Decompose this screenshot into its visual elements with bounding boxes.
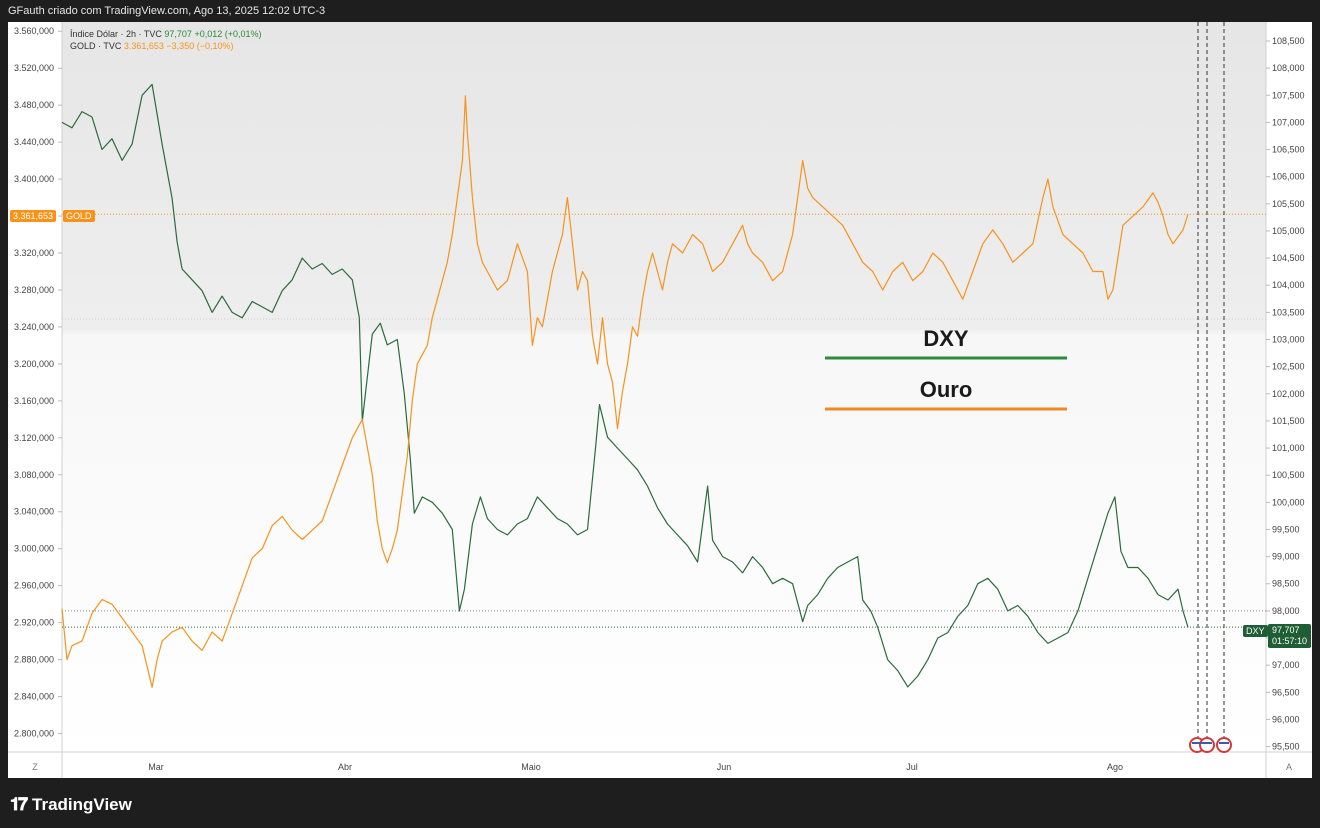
right-tick-label: 98,500 bbox=[1272, 579, 1300, 589]
time-tick-label: Maio bbox=[521, 762, 541, 772]
us-flag-icon[interactable] bbox=[1199, 737, 1215, 753]
left-tick-label: 3.000,000 bbox=[14, 544, 54, 554]
right-tick-label: 102,500 bbox=[1272, 362, 1305, 372]
left-tick-label: 3.240,000 bbox=[14, 322, 54, 332]
event-vertical-lines bbox=[1197, 22, 1225, 737]
legend-gold-change: −3,350 (−0,10%) bbox=[166, 41, 234, 51]
right-tick-label: 100,000 bbox=[1272, 497, 1305, 507]
legend-dxy-name: Índice Dólar · 2h · TVC bbox=[70, 29, 162, 39]
right-price-axis: 108,500 108,000 107,500 107,000 106,500 106,0… bbox=[1266, 36, 1305, 752]
left-tick-label: 3.280,000 bbox=[14, 285, 54, 295]
series-layer bbox=[61, 83, 1189, 688]
brand-name: TradingView bbox=[32, 794, 132, 814]
tradingview-logo-icon: 𝟏𝟕 bbox=[10, 794, 28, 814]
dxy-series-line bbox=[61, 83, 1189, 688]
us-flag-icon[interactable] bbox=[1216, 737, 1232, 753]
left-tick-label: 3.520,000 bbox=[14, 63, 54, 73]
dxy-tag-text: DXY bbox=[1246, 626, 1265, 636]
auto-scale-button[interactable]: A bbox=[1286, 762, 1292, 772]
left-tick-label: 3.160,000 bbox=[14, 396, 54, 406]
gold-tag-text: GOLD bbox=[66, 211, 92, 221]
tradingview-logo[interactable]: 𝟏𝟕 TradingView bbox=[10, 794, 132, 815]
right-tick-label: 99,000 bbox=[1272, 552, 1300, 562]
right-tick-label: 99,500 bbox=[1272, 524, 1300, 534]
annotation-ouro-text: Ouro bbox=[920, 377, 973, 402]
legend-gold-name: GOLD · TVC bbox=[70, 41, 122, 51]
economic-event-icons[interactable] bbox=[1189, 737, 1232, 753]
right-tick-label: 96,000 bbox=[1272, 714, 1300, 724]
legend-row-gold[interactable]: GOLD · TVC 3.361,653 −3,350 (−0,10%) bbox=[70, 40, 262, 52]
legend-dxy-value: 97,707 bbox=[164, 29, 192, 39]
time-tick-label: Mar bbox=[148, 762, 164, 772]
gold-price-value: 3.361,653 bbox=[13, 211, 54, 221]
left-tick-label: 3.080,000 bbox=[14, 470, 54, 480]
plot-background bbox=[62, 22, 1266, 752]
gold-series-line bbox=[61, 95, 1189, 688]
timezone-corner[interactable]: Z bbox=[32, 762, 38, 772]
time-tick-label: Jul bbox=[906, 762, 918, 772]
left-tick-label: 2.920,000 bbox=[14, 618, 54, 628]
left-tick-label: 2.840,000 bbox=[14, 692, 54, 702]
right-tick-label: 105,500 bbox=[1272, 199, 1305, 209]
left-tick-label: 3.120,000 bbox=[14, 433, 54, 443]
dxy-price-value: 97,707 bbox=[1272, 625, 1300, 635]
flag-stripes bbox=[1192, 742, 1202, 744]
dxy-countdown: 01:57:10 bbox=[1272, 636, 1308, 646]
gold-tag: GOLD bbox=[63, 210, 95, 222]
time-tick-label: Abr bbox=[338, 762, 352, 772]
right-tick-label: 108,000 bbox=[1272, 63, 1305, 73]
time-tick-label: Ago bbox=[1107, 762, 1123, 772]
right-tick-label: 108,500 bbox=[1272, 36, 1305, 46]
right-tick-label: 101,000 bbox=[1272, 443, 1305, 453]
gold-price-label: 3.361,653 bbox=[10, 210, 57, 222]
left-tick-label: 3.480,000 bbox=[14, 100, 54, 110]
left-tick-label: 3.040,000 bbox=[14, 507, 54, 517]
attribution-text: GFauth criado com TradingView.com, Ago 1… bbox=[8, 5, 326, 17]
right-tick-label: 106,000 bbox=[1272, 172, 1305, 182]
annotation-ouro[interactable]: Ouro bbox=[825, 377, 1067, 411]
annotation-dxy[interactable]: DXY bbox=[825, 326, 1067, 360]
chart-canvas[interactable]: 3.560,000 3.520,000 3.480,000 3.440,000 3.40… bbox=[8, 22, 1312, 778]
legend-dxy-change: +0,012 (+0,01%) bbox=[194, 29, 262, 39]
left-price-axis: 3.560,000 3.520,000 3.480,000 3.440,000 3.40… bbox=[14, 26, 62, 739]
right-tick-label: 104,500 bbox=[1272, 253, 1305, 263]
left-tick-label: 3.400,000 bbox=[14, 174, 54, 184]
right-tick-label: 107,500 bbox=[1272, 90, 1305, 100]
left-tick-label: 3.440,000 bbox=[14, 137, 54, 147]
right-tick-label: 103,500 bbox=[1272, 307, 1305, 317]
flag-stripes bbox=[1202, 742, 1212, 744]
legend-row-dxy[interactable]: Índice Dólar · 2h · TVC 97,707 +0,012 (+… bbox=[70, 28, 262, 40]
left-tick-label: 3.200,000 bbox=[14, 359, 54, 369]
right-tick-label: 100,500 bbox=[1272, 470, 1305, 480]
dxy-price-label: 97,707 01:57:10 bbox=[1268, 624, 1312, 648]
right-tick-label: 95,500 bbox=[1272, 742, 1300, 752]
right-tick-label: 97,000 bbox=[1272, 660, 1300, 670]
time-axis: Mar Abr Maio Jun Jul Ago bbox=[148, 762, 1123, 772]
right-tick-label: 106,500 bbox=[1272, 145, 1305, 155]
chart-attribution-bar: GFauth criado com TradingView.com, Ago 1… bbox=[0, 0, 1320, 22]
right-tick-label: 101,500 bbox=[1272, 416, 1305, 426]
right-tick-label: 102,000 bbox=[1272, 389, 1305, 399]
time-tick-label: Jun bbox=[717, 762, 732, 772]
annotation-dxy-text: DXY bbox=[923, 326, 969, 351]
left-tick-label: 2.800,000 bbox=[14, 729, 54, 739]
right-tick-label: 104,000 bbox=[1272, 280, 1305, 290]
right-tick-label: 98,000 bbox=[1272, 606, 1300, 616]
right-tick-label: 107,000 bbox=[1272, 117, 1305, 127]
left-tick-label: 3.320,000 bbox=[14, 248, 54, 258]
right-tick-label: 103,000 bbox=[1272, 335, 1305, 345]
left-tick-label: 2.880,000 bbox=[14, 655, 54, 665]
series-legend: Índice Dólar · 2h · TVC 97,707 +0,012 (+… bbox=[70, 28, 262, 52]
left-tick-label: 3.560,000 bbox=[14, 26, 54, 36]
left-tick-label: 2.960,000 bbox=[14, 581, 54, 591]
right-tick-label: 96,500 bbox=[1272, 687, 1300, 697]
dxy-tag: DXY bbox=[1243, 625, 1268, 637]
legend-gold-value: 3.361,653 bbox=[123, 41, 164, 51]
right-tick-label: 105,000 bbox=[1272, 226, 1305, 236]
flag-stripes bbox=[1219, 742, 1229, 744]
footer-bar: 𝟏𝟕 TradingView bbox=[0, 778, 1320, 828]
